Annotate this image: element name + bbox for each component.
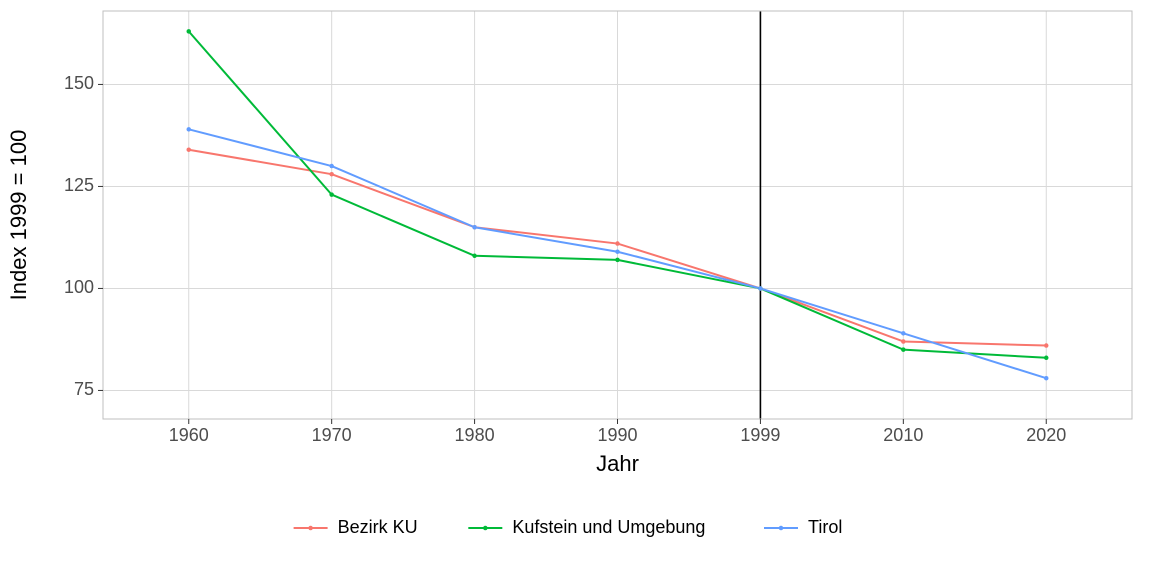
legend-label: Bezirk KU bbox=[338, 517, 418, 537]
series-point bbox=[901, 347, 906, 352]
y-tick-label: 125 bbox=[64, 175, 94, 195]
series-point bbox=[329, 164, 334, 169]
x-tick-label: 1980 bbox=[455, 425, 495, 445]
x-tick-label: 2020 bbox=[1026, 425, 1066, 445]
legend-label: Tirol bbox=[808, 517, 842, 537]
series-point bbox=[329, 192, 334, 197]
series-point bbox=[472, 254, 477, 258]
series-point bbox=[758, 286, 763, 291]
y-tick-label: 150 bbox=[64, 73, 94, 93]
x-tick-label: 1970 bbox=[312, 425, 352, 445]
x-axis-title: Jahr bbox=[596, 451, 639, 476]
series-point bbox=[615, 249, 620, 254]
series-point bbox=[187, 29, 192, 34]
series-point bbox=[472, 225, 477, 230]
line-chart: 75 100 125 150 1960 1970 1980 1990 1999 2010 2020 J… bbox=[0, 0, 1152, 576]
series-point bbox=[1044, 356, 1049, 361]
y-tick-label: 100 bbox=[64, 277, 94, 297]
x-tick-label: 2010 bbox=[883, 425, 923, 445]
legend-label: Kufstein und Umgebung bbox=[512, 517, 705, 537]
series-point bbox=[615, 241, 620, 246]
y-axis-title: Index 1999 = 100 bbox=[6, 130, 31, 301]
series-point bbox=[901, 331, 906, 336]
chart-svg: 75 100 125 150 1960 1970 1980 1990 1999 2010 2020 J… bbox=[0, 0, 1152, 576]
x-tick-label: 1960 bbox=[169, 425, 209, 445]
series-point bbox=[1044, 376, 1049, 381]
x-tick-label: 1999 bbox=[740, 425, 780, 445]
series-point bbox=[187, 147, 192, 152]
x-tick-label: 1990 bbox=[597, 425, 637, 445]
series-point bbox=[615, 258, 620, 263]
series-point bbox=[1044, 343, 1049, 348]
series-point bbox=[187, 127, 192, 132]
series-point bbox=[329, 172, 334, 177]
series-point bbox=[901, 339, 906, 344]
y-tick-label: 75 bbox=[74, 379, 94, 399]
